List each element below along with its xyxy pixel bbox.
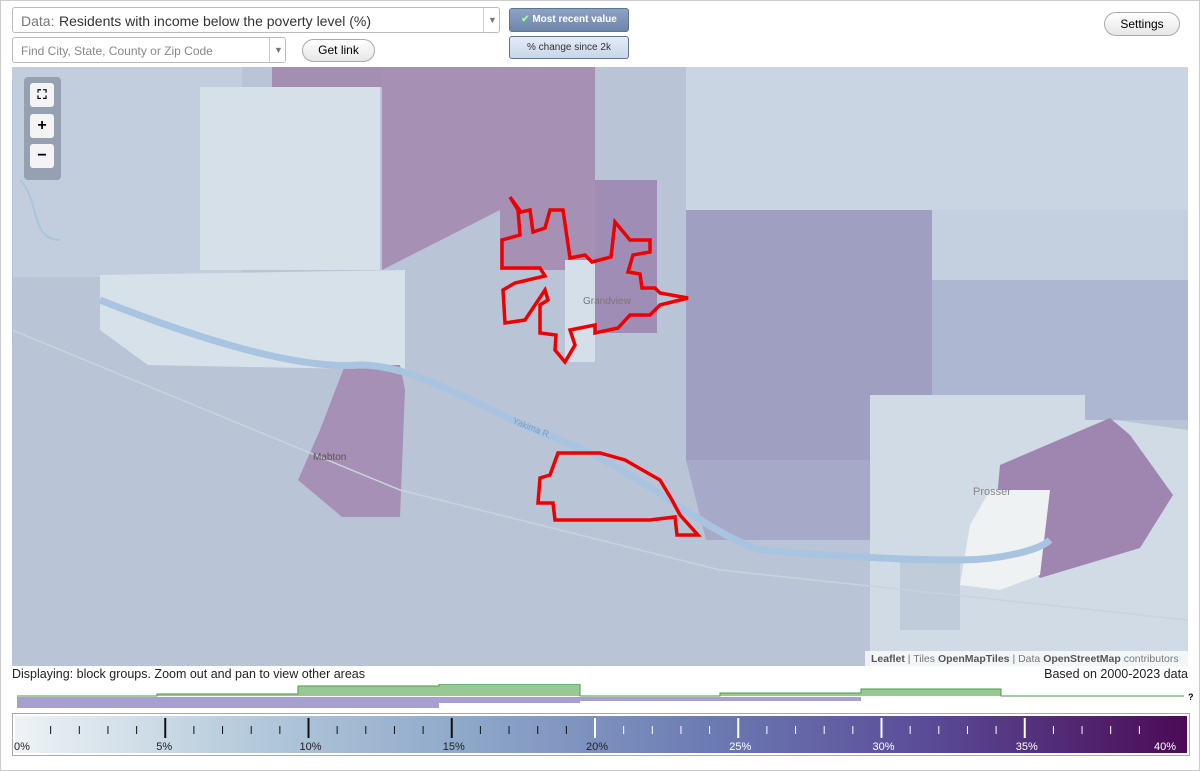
histogram: ? xyxy=(17,684,1194,708)
check-icon: ✔ xyxy=(521,14,530,25)
data-label: Data: xyxy=(21,13,55,29)
fullscreen-button[interactable]: ⛶ xyxy=(30,83,54,107)
region xyxy=(382,67,595,270)
legend-ticks xyxy=(50,718,1140,738)
place-label: Prosser xyxy=(973,486,1011,498)
river xyxy=(98,296,1053,564)
stream xyxy=(12,80,61,340)
attr-text: contributors xyxy=(1124,653,1179,665)
based-on-note: Based on 2000-2023 data xyxy=(1044,667,1188,681)
get-link-button[interactable]: Get link xyxy=(302,39,375,62)
city-boundary xyxy=(500,195,689,366)
help-icon[interactable]: ? xyxy=(1188,692,1194,702)
data-select[interactable]: Data: Residents with income below the po… xyxy=(12,7,500,33)
road xyxy=(12,329,1188,621)
region xyxy=(960,490,1050,590)
region xyxy=(272,67,382,87)
attr-text: | Data xyxy=(1012,653,1040,665)
region xyxy=(100,270,405,370)
legend-label: 35% xyxy=(1015,741,1038,753)
region xyxy=(686,67,1188,210)
legend-label: 25% xyxy=(729,741,752,753)
city-boundary xyxy=(536,451,702,537)
change-toggle[interactable]: % change since 2k xyxy=(509,36,629,59)
attr-link[interactable]: Leaflet xyxy=(871,653,905,665)
attr-link[interactable]: OpenStreetMap xyxy=(1043,653,1121,665)
zoom-controls: ⛶ + − xyxy=(24,77,61,180)
region xyxy=(686,210,932,460)
legend-gradient xyxy=(15,716,1187,753)
place-label: Grandview xyxy=(583,296,632,307)
legend-label: 0% xyxy=(14,741,30,753)
histogram-area xyxy=(17,697,861,708)
map[interactable]: Grandview Mabton Prosser Yakima R. Leafl… xyxy=(12,67,1188,666)
most-recent-label: Most recent value xyxy=(532,14,617,25)
legend-label: 30% xyxy=(872,741,895,753)
data-value: Residents with income below the poverty … xyxy=(59,13,372,29)
region xyxy=(686,460,870,540)
legend-label: 40% xyxy=(1154,741,1177,753)
attr-sep: | xyxy=(908,653,911,665)
region xyxy=(595,180,657,333)
legend-label: 5% xyxy=(156,741,173,753)
zoom-out-button[interactable]: − xyxy=(30,144,54,168)
histogram-area xyxy=(17,684,1184,697)
dropdown-arrow: ▼ xyxy=(269,38,287,62)
dropdown-arrow: ▼ xyxy=(483,8,501,32)
attribution-bg xyxy=(865,651,1188,666)
most-recent-toggle[interactable]: ✔ Most recent value xyxy=(509,8,629,32)
attr-text: Tiles xyxy=(913,653,935,665)
region xyxy=(932,280,1188,420)
legend-box xyxy=(12,713,1190,756)
region xyxy=(200,87,380,270)
region xyxy=(298,365,405,517)
settings-button[interactable]: Settings xyxy=(1104,12,1180,36)
attribution: Leaflet | Tiles OpenMapTiles | Data Open… xyxy=(871,653,1179,665)
legend-label: 20% xyxy=(586,741,609,753)
legend-label: 15% xyxy=(442,741,465,753)
region xyxy=(565,260,595,362)
attr-link[interactable]: OpenMapTiles xyxy=(938,653,1010,665)
displaying-note: Displaying: block groups. Zoom out and p… xyxy=(12,667,365,681)
place-label: Mabton xyxy=(313,452,346,463)
region xyxy=(900,560,960,630)
legend-label: 10% xyxy=(299,741,322,753)
zoom-in-button[interactable]: + xyxy=(30,114,54,138)
search-placeholder: Find City, State, County or Zip Code xyxy=(21,44,213,58)
region xyxy=(932,210,1188,280)
search-box[interactable]: Find City, State, County or Zip Code ▼ xyxy=(12,37,286,63)
